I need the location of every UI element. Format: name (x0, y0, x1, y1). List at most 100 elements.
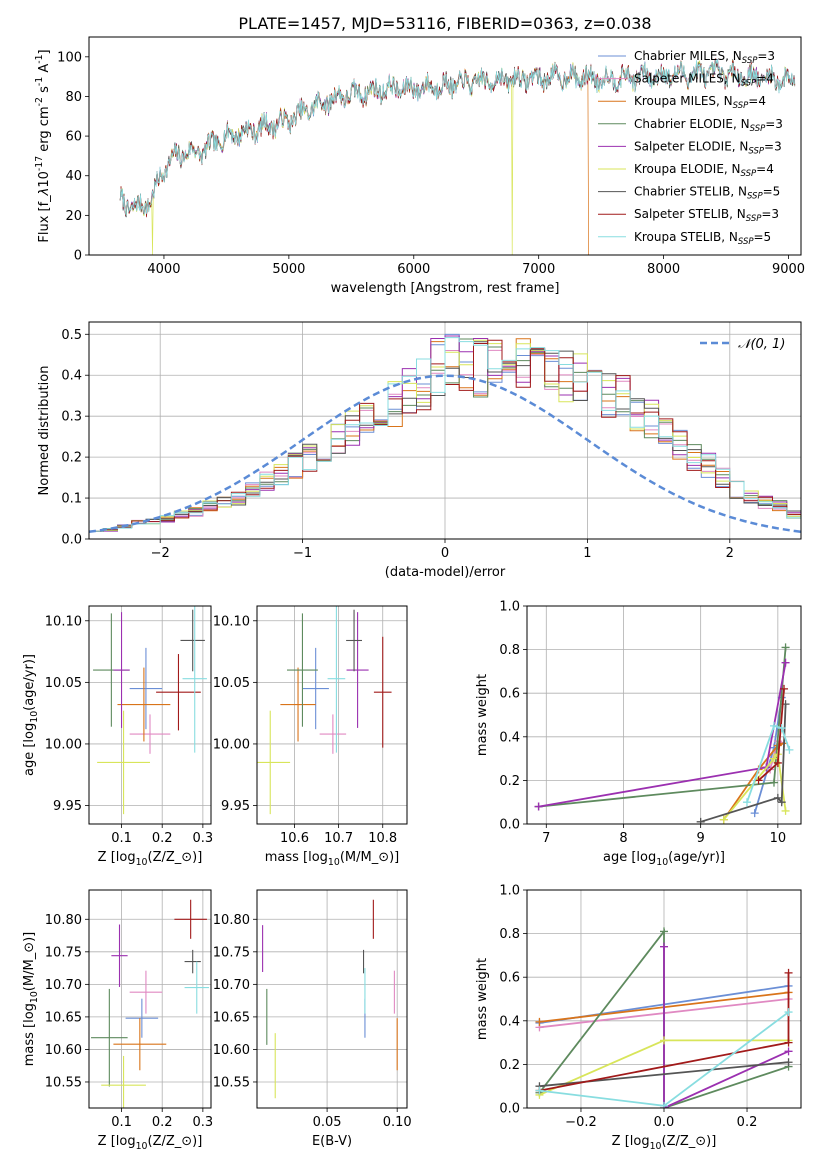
mass-vs-EBV-frame (256, 889, 408, 1109)
spectrum-line-kroupa-elodie (119, 59, 796, 255)
weight-marker (769, 778, 778, 787)
y-tick-label: 0 (74, 249, 82, 264)
y-tick-label: 0.0 (499, 818, 520, 833)
y-tick-label: 9.95 (53, 799, 82, 814)
x-tick-label: 0 (441, 546, 449, 561)
x-axis-label: E(B-V) (312, 1134, 352, 1149)
x-tick-label: 0.2 (152, 1115, 173, 1130)
legend-label: Salpeter ELODIE, NSSP=3 (634, 139, 782, 156)
mass-weight-vs-age-axes: 7 8 9 10 0.0 0.2 0.4 0.6 0.8 1.0 age [log10​(age/y… (475, 600, 802, 868)
y-tick-label: 10.00 (213, 737, 250, 752)
spectrum-line-kroupa-miles (119, 64, 795, 255)
y-axis-label: Normed distribution (37, 366, 52, 496)
legend-label: Salpeter MILES, NSSP=4 (634, 72, 774, 89)
y-tick-label: 0.2 (61, 451, 82, 466)
weight-marker (785, 745, 794, 754)
weight-series-kroupa-stelib (742, 721, 794, 807)
weight-marker (535, 1086, 544, 1095)
y-tick-label: 10.70 (45, 978, 82, 993)
weight-marker (784, 1058, 793, 1067)
spectrum-legend: Chabrier MILES, NSSP=3 Salpeter MILES, NS… (598, 49, 783, 247)
x-axis-label: Z [log10​(Z/Z_⊙)] (98, 1134, 203, 1152)
x-tick-label: 0.05 (313, 1115, 342, 1130)
y-tick-label: 9.95 (221, 799, 250, 814)
weight-marker (660, 942, 668, 951)
x-tick-label: 0.1 (111, 1115, 132, 1130)
y-axis-label: mass [log10​(M/M_⊙)] (22, 932, 40, 1067)
y-tick-label: 0.8 (499, 927, 520, 942)
legend-label: Chabrier ELODIE, NSSP=3 (634, 117, 783, 134)
errorbar-point-salpeter-miles (129, 714, 171, 754)
weight-marker (780, 684, 789, 693)
age-vs-mass-axes: 10.6 10.7 10.8 9.95 10.00 10.05 10.10 mass [log… (213, 605, 408, 868)
weight-line (663, 946, 789, 1108)
x-tick-label: 10.8 (368, 831, 397, 846)
errorbar-point-kroupa-elodie (257, 710, 291, 815)
mass-weight-vs-Z-axes: −0.2 0.0 0.2 0.0 0.2 0.4 0.6 0.8 1.0 Z [log10​(Z/… (475, 884, 802, 1152)
legend-label: 𝒩(0, 1) (738, 337, 785, 352)
errorbar-point-kroupa-elodie (97, 710, 150, 815)
y-tick-label: 0.4 (499, 730, 520, 745)
y-tick-label: 10.75 (45, 945, 82, 960)
x-tick-label: 2 (726, 546, 734, 561)
mass-vs-Z-axes: 0.1 0.2 0.3 10.55 10.60 10.65 10.70 10.75 10.80 Z… (22, 889, 213, 1152)
y-tick-label: 10.75 (213, 945, 250, 960)
weight-marker (784, 1047, 793, 1056)
y-tick-label: 0.1 (61, 492, 82, 507)
weight-line (700, 704, 787, 823)
x-tick-label: 5000 (272, 262, 305, 277)
x-tick-label: 8 (619, 831, 627, 846)
x-tick-label: 7000 (522, 262, 555, 277)
y-tick-label: 60 (65, 130, 82, 145)
x-tick-label: −0.2 (565, 1115, 597, 1130)
x-tick-label: 0.1 (111, 831, 132, 846)
x-tick-label: 4000 (147, 262, 180, 277)
weight-marker (660, 1101, 668, 1108)
weight-marker (769, 721, 778, 730)
errorbar-point-kroupa-stelib (327, 606, 346, 753)
x-tick-label: 9000 (772, 262, 805, 277)
y-tick-label: 0.6 (499, 971, 520, 986)
residual-histogram-axes: −2 −1 0 1 2 0.0 0.1 0.2 0.3 0.4 0.5 (data-model)/er… (37, 321, 802, 580)
histogram-kroupa-stelib (89, 337, 801, 532)
y-tick-label: 100 (57, 50, 82, 65)
hist-frame (88, 321, 802, 540)
y-axis-label: Flux [f_λ10-17​ erg cm-2​ s-1​ A-1​] (34, 49, 52, 242)
x-tick-label: 8000 (647, 262, 680, 277)
errorbar-point-salpeter-elodie (111, 924, 128, 987)
weight-marker (777, 724, 786, 733)
x-axis-label: Z [log10​(Z/Z_⊙)] (612, 1134, 717, 1152)
x-tick-label: 9 (697, 831, 705, 846)
errorbar-point-chabrier-miles (125, 998, 159, 1038)
weight-marker (754, 776, 763, 785)
x-tick-label: 10.7 (324, 831, 353, 846)
y-tick-label: 10.55 (213, 1075, 250, 1090)
y-tick-label: 0.6 (499, 687, 520, 702)
errorbar-point-chabrier-stelib (184, 949, 201, 974)
y-tick-label: 10.05 (213, 676, 250, 691)
x-tick-label: 7 (542, 831, 550, 846)
y-tick-label: 0.0 (61, 533, 82, 548)
normal-reference-curve (88, 374, 802, 534)
mass-weight-vs-Z-frame (526, 889, 802, 1109)
weight-marker (742, 798, 751, 807)
errorbar-point-kroupa-elodie (101, 1055, 146, 1108)
errorbar-point-chabrier-elodie (91, 988, 128, 1087)
weight-marker (750, 809, 759, 818)
x-axis-label: age [log10​(age/yr)] (603, 850, 725, 868)
x-tick-label: 0.10 (383, 1115, 412, 1130)
y-tick-label: 10.60 (213, 1043, 250, 1058)
legend-label: Salpeter STELIB, NSSP=3 (634, 207, 779, 224)
x-tick-label: 0.2 (737, 1115, 758, 1130)
x-axis-label: (data-model)/error (385, 565, 506, 580)
y-tick-label: 10.00 (45, 737, 82, 752)
errorbar-point-salpeter-stelib (373, 636, 392, 748)
errorbar-point-kroupa-stelib (184, 961, 209, 1014)
y-tick-label: 0.8 (499, 643, 520, 658)
y-tick-label: 1.0 (499, 600, 520, 615)
figure-title: PLATE=1457, MJD=53116, FIBERID=0363, z=0… (238, 14, 651, 33)
x-axis-label: Z [log10​(Z/Z_⊙)] (98, 850, 203, 868)
weight-marker (535, 1017, 544, 1026)
spectrum-line-kroupa-stelib (119, 58, 796, 216)
